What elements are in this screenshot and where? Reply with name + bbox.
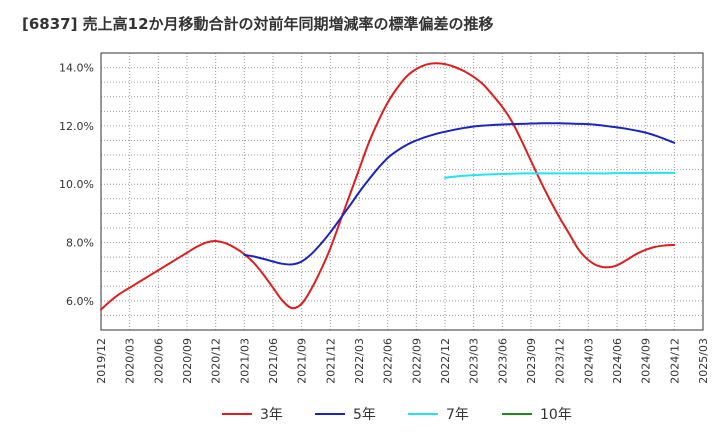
y-tick-label: 12.0% [59, 120, 94, 133]
chart-title: [6837] 売上高12か月移動合計の対前年同期増減率の標準偏差の推移 [22, 15, 494, 33]
x-tick-label: 2020/03 [124, 338, 137, 384]
series-line-3 [444, 171, 676, 179]
y-tick-label: 8.0% [66, 237, 94, 250]
legend-label-4: 10年 [540, 407, 572, 423]
x-tick-label: 2022/06 [382, 338, 395, 384]
series-layer [100, 62, 676, 311]
x-tick-label: 2020/12 [210, 338, 223, 384]
y-tick-label: 14.0% [59, 62, 94, 75]
legend-label-3: 7年 [446, 407, 469, 423]
x-tick-label: 2023/06 [496, 338, 509, 384]
x-tick-label: 2025/03 [697, 338, 710, 384]
x-tick-label: 2021/03 [238, 338, 251, 384]
x-tick-label: 2024/12 [668, 338, 681, 384]
x-tick-label: 2022/12 [439, 338, 452, 384]
x-tick-label: 2019/12 [95, 338, 108, 384]
legend: 3年 5年 7年 10年 [222, 407, 572, 423]
x-tick-label: 2020/09 [181, 338, 194, 384]
series-line-1 [100, 62, 676, 311]
grid-layer [100, 52, 704, 331]
legend-label-2: 5年 [353, 407, 376, 423]
x-tick-label: 2023/12 [554, 338, 567, 384]
x-tick-label: 2022/09 [410, 338, 423, 384]
x-tick-label: 2023/03 [468, 338, 481, 384]
x-tick-label: 2021/12 [324, 338, 337, 384]
y-tick-label: 6.0% [66, 295, 94, 308]
x-tick-label: 2021/09 [296, 338, 309, 384]
x-tick-label: 2024/06 [611, 338, 624, 384]
plot-area-frame [100, 52, 704, 331]
y-tick-label: 10.0% [59, 178, 94, 191]
x-tick-label: 2023/09 [525, 338, 538, 384]
x-tick-label: 2024/09 [640, 338, 653, 384]
x-tick-label: 2021/06 [267, 338, 280, 384]
x-tick-label: 2020/06 [152, 338, 165, 384]
series-line-2 [243, 122, 676, 266]
x-axis-tick-labels: 2019/12 2020/03 2020/06 2020/09 2020/12 2021/… [95, 338, 710, 384]
legend-label-1: 3年 [260, 407, 283, 423]
x-tick-label: 2024/03 [582, 338, 595, 384]
x-tick-label: 2022/03 [353, 338, 366, 384]
y-axis-tick-labels: 6.0% 8.0% 10.0% 12.0% 14.0% [59, 62, 94, 308]
